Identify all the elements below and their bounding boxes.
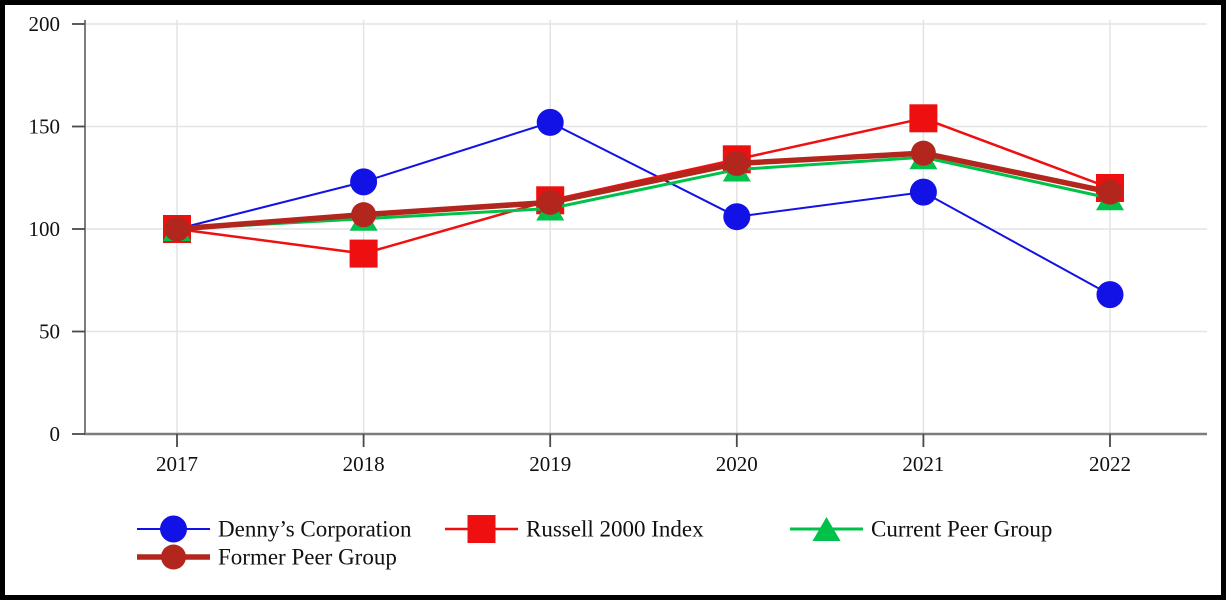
legend-item-russell-2000-index: Russell 2000 Index (445, 515, 704, 543)
series-line-current-peer-group (175, 155, 1112, 231)
series-line-russell-2000-index (175, 117, 1112, 255)
y-tick-label: 0 (50, 422, 61, 446)
marker-denny-s-corporation-2018 (350, 168, 378, 196)
legend-label-current-peer-group: Current Peer Group (871, 517, 1052, 542)
x-tick-label: 2018 (343, 452, 385, 476)
x-tick-label: 2021 (902, 452, 944, 476)
legend-marker-denny-s-corporation (160, 515, 187, 543)
legend-marker-russell-2000-index (467, 515, 496, 543)
axes: 0 50 100 150 200 2017 2018 2019 2020 2021 2022 (29, 12, 1207, 476)
legend-label-former-peer-group: Former Peer Group (218, 545, 397, 570)
legend-item-former-peer-group: Former Peer Group (137, 544, 397, 570)
marker-former-peer-group-2022 (1097, 179, 1123, 205)
y-tick-label: 50 (39, 320, 60, 344)
marker-former-peer-group-2019 (537, 189, 563, 215)
series-current-peer-group (163, 145, 1124, 241)
x-tick-label: 2020 (716, 452, 758, 476)
marker-russell-2000-index-2018 (349, 239, 378, 268)
marker-former-peer-group-2018 (351, 202, 377, 228)
series-russell-2000-index (163, 104, 1124, 268)
legend-item-denny-s-corporation: Denny’s Corporation (137, 515, 412, 543)
marker-denny-s-corporation-2021 (909, 178, 937, 206)
x-tick-label: 2019 (529, 452, 571, 476)
marker-russell-2000-index-2021 (909, 104, 938, 133)
marker-former-peer-group-2017 (164, 216, 190, 242)
legend-marker-former-peer-group (161, 544, 186, 570)
y-tick-label: 100 (29, 217, 61, 241)
gridlines (86, 20, 1207, 433)
marker-denny-s-corporation-2020 (723, 203, 751, 231)
marker-former-peer-group-2021 (910, 140, 936, 166)
y-tick-label: 200 (29, 12, 61, 36)
series-former-peer-group (164, 140, 1123, 242)
legend-label-russell-2000-index: Russell 2000 Index (526, 517, 704, 542)
x-tick-label: 2017 (156, 452, 198, 476)
legend-label-denny-s-corporation: Denny’s Corporation (218, 517, 412, 542)
legend-item-current-peer-group: Current Peer Group (790, 517, 1052, 542)
marker-denny-s-corporation-2022 (1096, 281, 1124, 309)
series-line-former-peer-group (174, 150, 1113, 232)
stock-performance-chart: 0 50 100 150 200 2017 2018 2019 2020 2021 2022 Denn… (29, 12, 1207, 570)
x-tick-label: 2022 (1089, 452, 1131, 476)
y-tick-label: 150 (29, 115, 61, 139)
marker-former-peer-group-2020 (724, 150, 750, 176)
legend: Denny’s Corporation Russell 2000 Index Cur… (137, 515, 1052, 570)
legend-marker-current-peer-group (812, 517, 841, 541)
marker-denny-s-corporation-2019 (536, 108, 564, 136)
series-line-denny-s-corporation (176, 121, 1111, 296)
